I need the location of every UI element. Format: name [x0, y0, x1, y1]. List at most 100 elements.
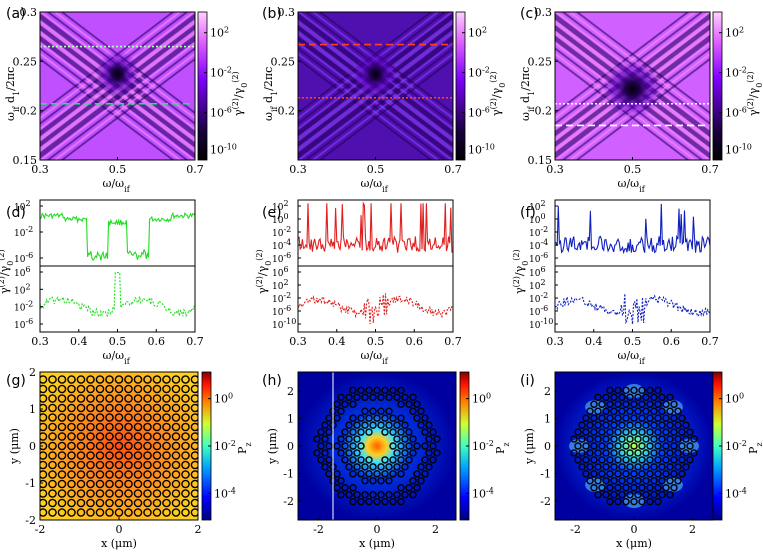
hole — [413, 442, 421, 450]
hole — [353, 491, 361, 499]
hole — [48, 394, 57, 403]
hole — [662, 442, 670, 450]
y-tick-label: 0.3 — [535, 6, 553, 19]
hole — [86, 375, 95, 384]
hole — [614, 470, 622, 478]
hole — [586, 449, 594, 457]
hole — [86, 394, 95, 403]
y-tick-label: 100 — [272, 212, 289, 227]
hole — [654, 456, 662, 464]
hole — [361, 421, 369, 429]
series-top — [555, 203, 710, 255]
hole — [67, 375, 76, 384]
hole — [365, 470, 373, 478]
hole — [401, 463, 409, 471]
y-tick-label: 2 — [287, 385, 294, 398]
hole — [124, 394, 133, 403]
hole — [317, 442, 325, 450]
hole — [162, 413, 171, 422]
hole — [152, 451, 162, 460]
hole — [190, 470, 198, 479]
hole — [357, 428, 365, 436]
hole — [385, 477, 393, 485]
hole — [171, 413, 181, 422]
hole — [67, 384, 76, 394]
colorbar-tick-label: 10-2 — [725, 65, 747, 80]
hole — [152, 432, 162, 441]
x-axis-label: ω/ωif — [103, 177, 131, 194]
hole — [658, 463, 666, 471]
hole — [582, 428, 590, 436]
panel-label-a: (a) — [6, 6, 26, 22]
hole — [48, 441, 57, 451]
hole — [40, 508, 48, 517]
hole — [610, 463, 618, 471]
band-diag-up — [319, 57, 453, 160]
hole — [670, 484, 678, 492]
hole — [48, 375, 57, 384]
y-tick-label: 0.3 — [20, 6, 38, 19]
hole — [95, 489, 105, 498]
hole — [630, 386, 638, 395]
colorbar-tick-label: 10-4 — [472, 486, 494, 501]
hole — [670, 414, 678, 422]
hole — [369, 407, 377, 415]
series-top — [40, 211, 195, 262]
hole — [190, 422, 198, 432]
hole — [124, 489, 133, 498]
hole — [67, 489, 76, 498]
hole — [48, 479, 57, 489]
hole — [143, 441, 152, 451]
hole — [133, 498, 143, 508]
hole — [630, 456, 638, 464]
hole — [429, 442, 437, 450]
hole — [634, 421, 642, 429]
hole — [133, 403, 143, 413]
hole — [650, 421, 658, 429]
hole — [341, 456, 349, 464]
x-tick-label: 0.5 — [624, 335, 642, 348]
hole — [333, 470, 341, 478]
hole — [666, 491, 674, 499]
hole — [133, 441, 143, 451]
hole — [682, 421, 690, 429]
x-tick-label: -2 — [313, 523, 324, 536]
y-tick-label: -2 — [283, 495, 294, 508]
hole — [40, 479, 48, 489]
hole — [646, 414, 654, 422]
hole — [413, 414, 421, 422]
hole — [152, 375, 162, 384]
panel-label-i: (i) — [520, 373, 535, 389]
hole — [678, 470, 686, 478]
hole — [586, 435, 594, 443]
hole — [397, 470, 405, 478]
hole — [162, 451, 171, 460]
hole — [152, 413, 162, 422]
hole — [162, 403, 171, 413]
hole — [143, 413, 152, 422]
hole — [152, 498, 162, 508]
hole — [409, 407, 417, 415]
hole — [57, 470, 67, 479]
y-axis-label: γ(2)/γ0(2) — [0, 249, 15, 294]
hole — [345, 393, 353, 401]
x-tick-label: 2 — [689, 523, 696, 536]
x-axis-label: ω/ωif — [618, 177, 646, 194]
hole — [389, 470, 397, 478]
hole — [357, 456, 365, 464]
hole — [642, 449, 650, 457]
hole — [40, 432, 48, 441]
hole — [365, 414, 373, 422]
hole — [606, 497, 614, 506]
fieldmap-i: -2 0 2 -2 -1 0 1 2 x (μm) y (μm) 100 10-2 10-4 Pz — [523, 371, 763, 550]
x-tick-label: 0.7 — [444, 163, 462, 176]
hole — [638, 442, 646, 450]
hole — [598, 456, 606, 464]
hole — [86, 432, 95, 441]
hole — [421, 470, 429, 478]
hole — [686, 442, 694, 450]
hole — [57, 451, 67, 460]
colorbar-tick-label: 100 — [725, 391, 744, 406]
y-tick-label: 102 — [272, 199, 289, 214]
hole — [40, 470, 48, 479]
